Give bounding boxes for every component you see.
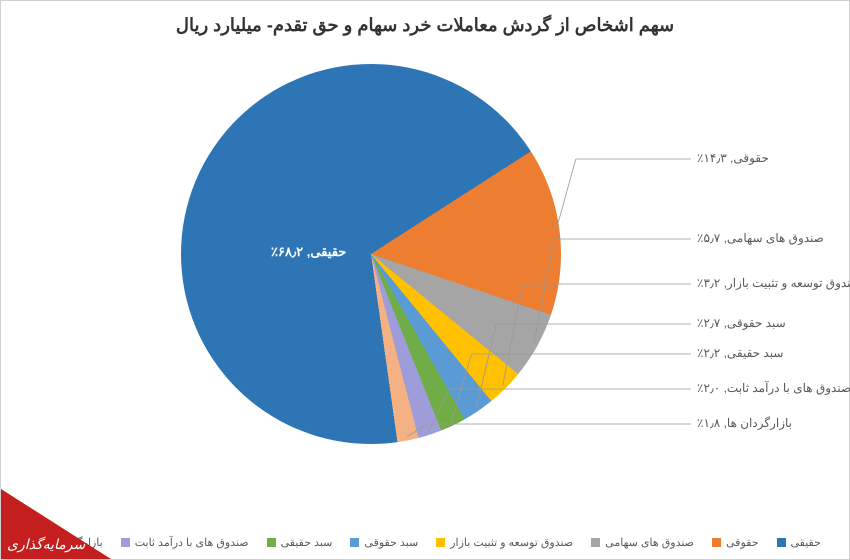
slice-label: صندوق های با درآمد ثابت, ۲٫۰٪	[697, 381, 850, 395]
slice-label: صندوق توسعه و تثبیت بازار, ۳٫۲٪	[697, 276, 850, 290]
legend-swatch	[712, 538, 721, 547]
chart-title: سهم اشخاص از گردش معاملات خرد سهام و حق …	[1, 1, 849, 44]
watermark: سرمایه‌گذاری	[1, 489, 111, 559]
legend: بازارگردان هاصندوق های با درآمد ثابتسبد …	[1, 536, 849, 549]
legend-swatch	[121, 538, 130, 547]
legend-item: سبد حقیقی	[267, 536, 333, 549]
chart-area: حقیقی, ۶۸٫۲٪ حقوقی, ۱۴٫۳٪صندوق های سهامی…	[1, 44, 849, 484]
legend-item: حقوقی	[712, 536, 758, 549]
legend-item: صندوق توسعه و تثبیت بازار	[436, 536, 573, 549]
legend-label: صندوق های سهامی	[605, 536, 694, 549]
legend-swatch	[267, 538, 276, 547]
slice-label: صندوق های سهامی, ۵٫۷٪	[697, 231, 824, 245]
legend-label: صندوق های با درآمد ثابت	[135, 536, 249, 549]
legend-label: حقوقی	[726, 536, 758, 549]
legend-label: سبد حقوقی	[364, 536, 418, 549]
slice-label: بازارگردان ها, ۱٫۸٪	[697, 416, 792, 430]
watermark-text: سرمایه‌گذاری	[7, 536, 85, 553]
legend-item: صندوق های سهامی	[591, 536, 694, 549]
slice-label: سبد حقیقی, ۲٫۲٪	[697, 346, 783, 360]
legend-item: صندوق های با درآمد ثابت	[121, 536, 249, 549]
legend-swatch	[591, 538, 600, 547]
legend-item: حقیقی	[777, 536, 821, 549]
legend-swatch	[350, 538, 359, 547]
legend-label: حقیقی	[791, 536, 821, 549]
legend-swatch	[777, 538, 786, 547]
legend-swatch	[436, 538, 445, 547]
slice-label: حقوقی, ۱۴٫۳٪	[697, 151, 769, 165]
legend-label: سبد حقیقی	[281, 536, 333, 549]
legend-label: صندوق توسعه و تثبیت بازار	[450, 536, 573, 549]
legend-item: سبد حقوقی	[350, 536, 418, 549]
slice-label: سبد حقوقی, ۲٫۷٪	[697, 316, 786, 330]
